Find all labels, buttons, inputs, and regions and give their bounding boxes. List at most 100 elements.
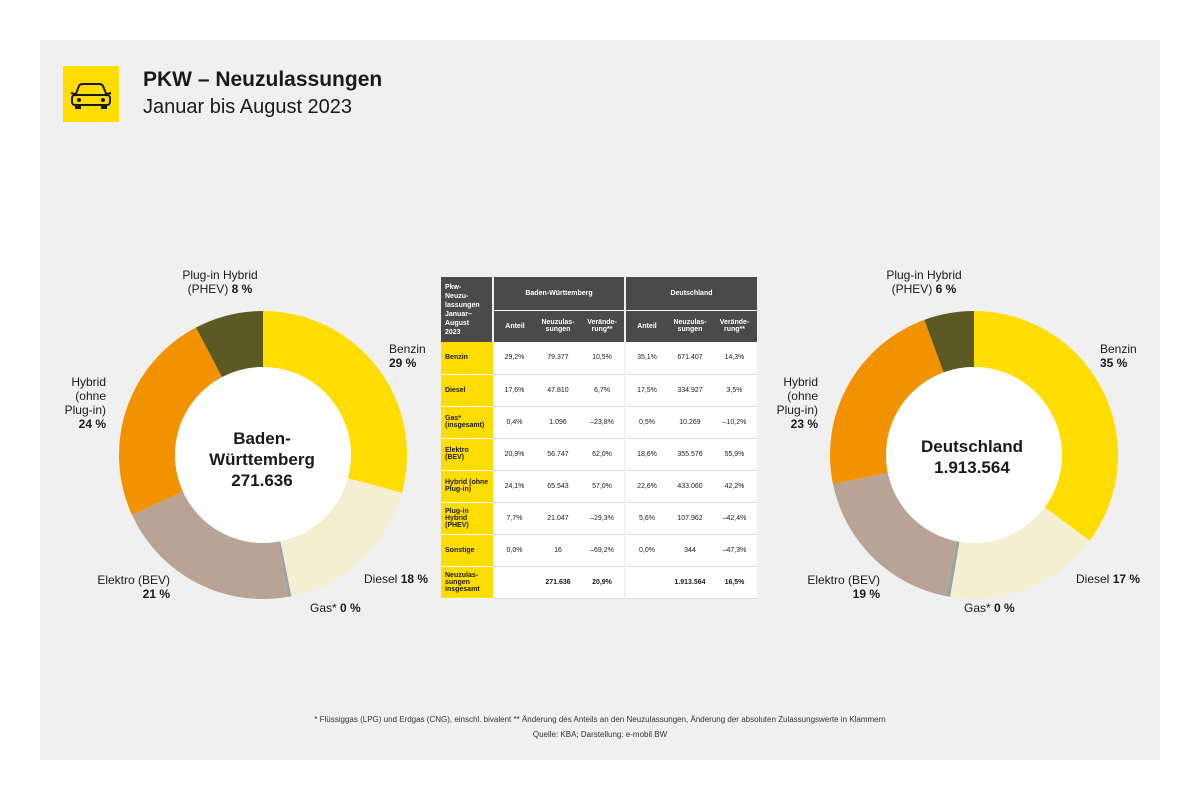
table-cell: 29,2% xyxy=(493,342,536,375)
table-row: Sonstige 0,0% 16 –69,2% 0,0% 344 –47,3% xyxy=(441,534,757,567)
table-cell: 24,1% xyxy=(493,470,536,503)
donut-chart-bw xyxy=(119,311,407,599)
table-cell: 10.269 xyxy=(668,406,712,439)
label-diesel-bw: Diesel 18 % xyxy=(364,572,429,586)
table-cell: –42,4% xyxy=(712,502,757,535)
donut-center-label-bw: Baden- Württemberg 271.636 xyxy=(209,429,315,490)
table-col-header: Verände-rung** xyxy=(580,309,625,342)
donut-slice-hybrid-ohne-plug-in xyxy=(829,319,944,485)
label-diesel-de: Diesel 17 % xyxy=(1076,572,1141,586)
table-cell: 20,9% xyxy=(493,438,536,471)
registration-table: Pkw- Neuzu-lassungen Januar– August 2023 Bad… xyxy=(441,277,757,599)
donut-slice-elektro-bev xyxy=(832,472,957,597)
table-row: Diesel 17,6% 47.810 6,7% 17,5% 334.927 3… xyxy=(441,374,757,407)
label-gas-de: Gas* 0 % xyxy=(964,601,1015,615)
donut-slice-plug-in-hybrid-phev xyxy=(195,311,263,378)
table-cell: 17,5% xyxy=(624,374,668,407)
row-label: Diesel xyxy=(441,374,493,407)
table-cell: 334.927 xyxy=(668,374,712,407)
row-label: Neuzulas-sungen insgesamt xyxy=(441,566,493,599)
table-col-header: Anteil xyxy=(493,309,536,342)
table-cell: 0,0% xyxy=(624,534,668,567)
table-col-header: Anteil xyxy=(624,309,668,342)
table-cell: –29,3% xyxy=(580,502,625,535)
table-row: Hybrid (ohne Plug-in) 24,1% 65.543 57,0%… xyxy=(441,470,757,503)
table-cell: 0,4% xyxy=(493,406,536,439)
table-cell: 20,9% xyxy=(580,566,625,599)
table-cell xyxy=(624,566,668,599)
label-phev-de: Plug-in Hybrid (PHEV) 6 % xyxy=(886,268,962,296)
table-row: Plug-in Hybrid (PHEV) 7,7% 21.047 –29,3%… xyxy=(441,502,757,535)
table-cell: 671.407 xyxy=(668,342,712,375)
table-cell: 57,0% xyxy=(580,470,625,503)
donut-chart-de xyxy=(829,311,1119,599)
table-cell: 0,0% xyxy=(493,534,536,567)
label-gas-bw: Gas* 0 % xyxy=(310,601,361,615)
table-cell: 56.747 xyxy=(536,438,580,471)
table-col-header: Neuzulas-sungen xyxy=(536,309,580,342)
label-elektro-de: Elektro (BEV) 19 % xyxy=(807,573,880,601)
table-col-header: Neuzulas-sungen xyxy=(668,309,712,342)
donut-slice-elektro-bev xyxy=(132,491,288,599)
table-group-header-bw: Baden-Württemberg xyxy=(493,277,625,310)
label-hybrid-bw: Hybrid (ohne Plug-in) 24 % xyxy=(64,375,106,431)
page-title: PKW – Neuzulassungen xyxy=(143,68,383,91)
donut-slice-benzin xyxy=(263,311,407,493)
car-icon xyxy=(63,66,119,122)
label-phev-bw: Plug-in Hybrid (PHEV) 8 % xyxy=(182,268,258,296)
table-corner-header: Pkw- Neuzu-lassungen Januar– August 2023 xyxy=(441,277,494,342)
donut-slice-plug-in-hybrid-phev xyxy=(924,311,974,373)
table-cell: 22,6% xyxy=(624,470,668,503)
label-elektro-bw: Elektro (BEV) 21 % xyxy=(97,573,170,601)
table-cell: 17,6% xyxy=(493,374,536,407)
donut-slice-hybrid-ohne-plug-in xyxy=(119,327,223,515)
table-cell: 16 xyxy=(536,534,580,567)
table-cell: 344 xyxy=(668,534,712,567)
table-cell: 271.636 xyxy=(536,566,580,599)
table-cell: 6,7% xyxy=(580,374,625,407)
table-cell: –69,2% xyxy=(580,534,625,567)
row-label: Benzin xyxy=(441,342,493,375)
footnote: * Flüssiggas (LPG) und Erdgas (CNG), ein… xyxy=(314,715,886,724)
table-cell: 62,0% xyxy=(580,438,625,471)
table-row: Gas* (insgesamt) 0,4% 1.096 –23,8% 0,5% … xyxy=(441,406,757,439)
table-cell: 10,5% xyxy=(580,342,625,375)
table-cell: 42,2% xyxy=(712,470,757,503)
table-cell: 433.060 xyxy=(668,470,712,503)
table-cell: –47,3% xyxy=(712,534,757,567)
table-cell: 55,9% xyxy=(712,438,757,471)
table-cell: 47.810 xyxy=(536,374,580,407)
table-cell: 21.047 xyxy=(536,502,580,535)
table-col-header: Verände-rung** xyxy=(712,309,757,342)
table-cell: 1.096 xyxy=(536,406,580,439)
table-cell: 14,3% xyxy=(712,342,757,375)
donut-slice-gas xyxy=(278,541,292,597)
label-benzin-de: Benzin 35 % xyxy=(1100,342,1137,370)
donut-center-label-de: Deutschland 1.913.564 xyxy=(920,437,1024,477)
table-cell: 1.913.564 xyxy=(668,566,712,599)
table-row-total: Neuzulas-sungen insgesamt 271.636 20,9% … xyxy=(441,566,757,599)
table-cell: 35,1% xyxy=(624,342,668,375)
table-cell: 79.377 xyxy=(536,342,580,375)
table-group-header-de: Deutschland xyxy=(624,277,757,310)
donut-slice-gas xyxy=(945,541,960,598)
donut-slice-benzin xyxy=(974,311,1119,541)
table-row: Elektro (BEV) 20,9% 56.747 62,0% 18,6% 3… xyxy=(441,438,757,471)
table-cell: 7,7% xyxy=(493,502,536,535)
donut-hole xyxy=(886,367,1062,543)
table-cell: 18,6% xyxy=(624,438,668,471)
table-cell xyxy=(493,566,536,599)
donut-slice-diesel xyxy=(950,507,1090,599)
table-cell: 107.962 xyxy=(668,502,712,535)
row-label: Elektro (BEV) xyxy=(441,438,493,471)
label-hybrid-de: Hybrid (ohne Plug-in) 23 % xyxy=(776,375,818,431)
table-cell: 3,5% xyxy=(712,374,757,407)
row-label: Plug-in Hybrid (PHEV) xyxy=(441,502,493,535)
donut-slice-diesel xyxy=(280,478,402,597)
table-cell: 5,6% xyxy=(624,502,668,535)
page-subtitle: Januar bis August 2023 xyxy=(143,96,353,118)
table-cell: 65.543 xyxy=(536,470,580,503)
table-cell: –10,2% xyxy=(712,406,757,439)
row-label: Hybrid (ohne Plug-in) xyxy=(441,470,493,503)
table-cell: 16,5% xyxy=(712,566,757,599)
